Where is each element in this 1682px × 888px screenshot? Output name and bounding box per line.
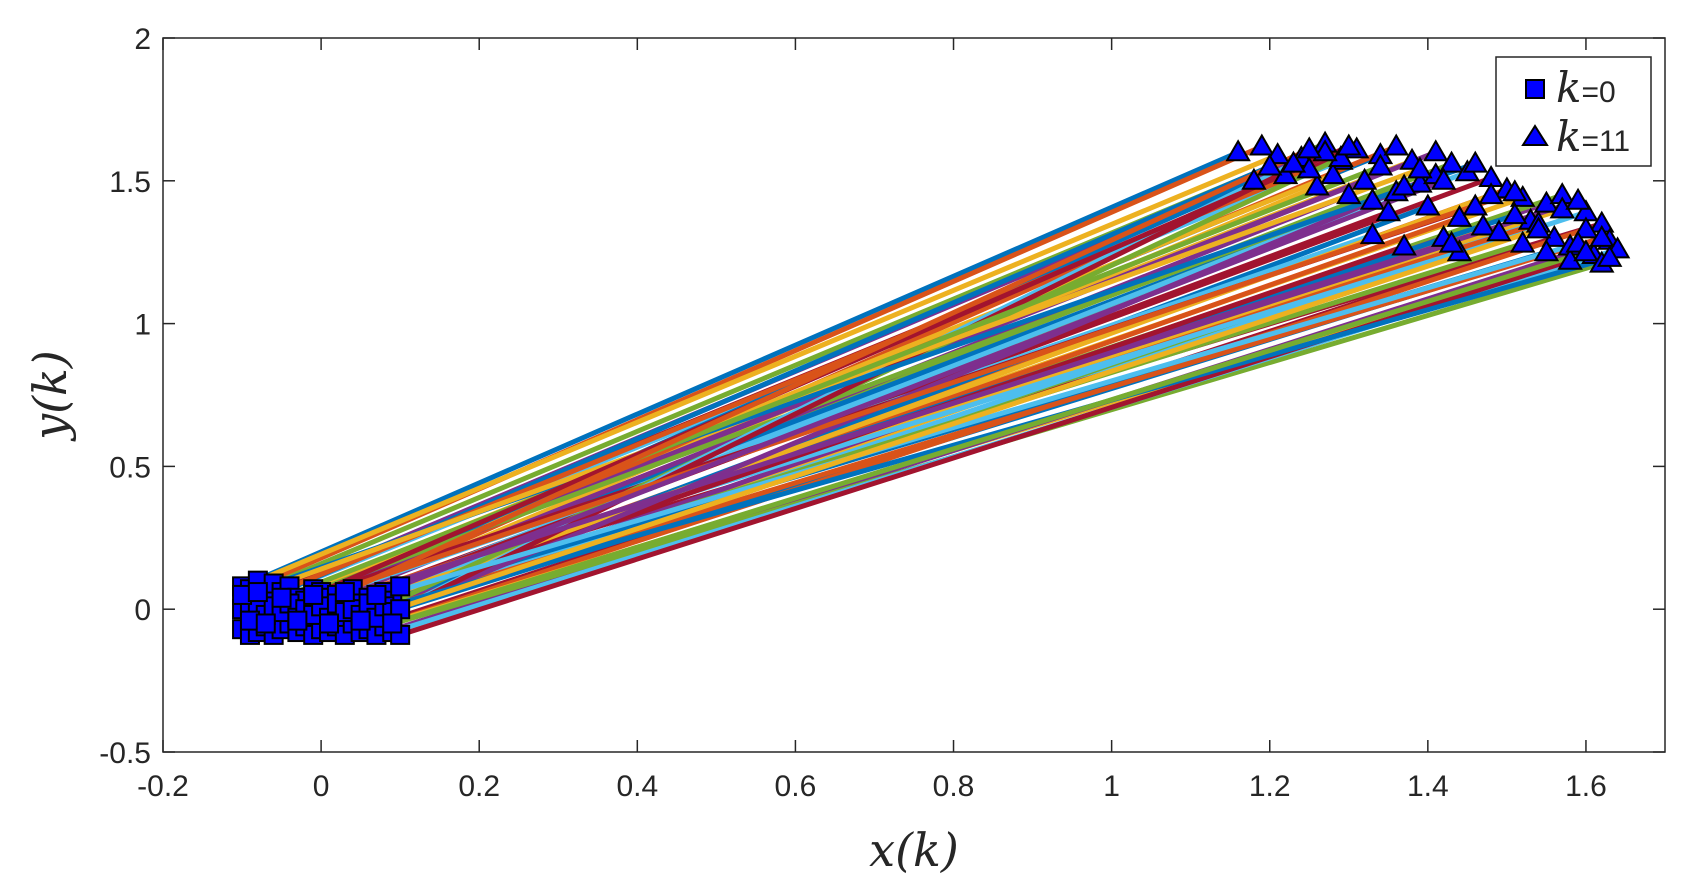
end-marker-k11	[1383, 133, 1409, 156]
x-tick-label: 0.6	[775, 770, 817, 803]
start-marker-k0	[303, 584, 324, 605]
trajectory-line	[247, 189, 1518, 624]
start-marker-k0	[390, 576, 411, 597]
end-marker-k11	[1359, 222, 1386, 245]
end-marker-k11	[1241, 167, 1267, 190]
end-marker-k11	[1573, 216, 1599, 239]
end-marker-k11	[1336, 182, 1362, 205]
end-marker-k11	[1320, 162, 1346, 185]
end-marker-k11	[1502, 202, 1528, 225]
legend-square-marker	[1525, 79, 1545, 99]
end-marker-k11	[1391, 173, 1417, 196]
x-tick-label: 1.4	[1407, 770, 1449, 803]
end-marker-k11	[1375, 199, 1402, 222]
start-marker-k0	[350, 610, 371, 631]
start-marker-k0	[271, 587, 292, 608]
y-axis-label: y(k)	[23, 350, 77, 442]
x-tick-label: 1.6	[1565, 770, 1607, 803]
end-marker-k11	[1430, 167, 1457, 190]
y-tick-label: 0	[134, 594, 151, 627]
trajectory-line	[294, 241, 1581, 624]
series-layer	[239, 141, 1621, 638]
x-tick-label: 0.2	[458, 770, 500, 803]
start-marker-k0	[287, 610, 308, 631]
end-marker-k11	[1596, 244, 1623, 267]
end-marker-k11	[1415, 193, 1441, 216]
end-marker-k11	[1533, 239, 1560, 262]
y-tick-label: 1.5	[109, 166, 151, 199]
end-marker-k11	[1438, 150, 1465, 173]
start-marker-k0	[382, 613, 403, 634]
legend-entry-k11: k=11	[1556, 112, 1630, 161]
legend: k=0 k=11	[1495, 56, 1652, 167]
end-marker-k11	[1589, 224, 1615, 247]
end-marker-k11	[1423, 139, 1449, 162]
y-tick-label: 0.5	[109, 451, 151, 484]
legend-box	[1495, 56, 1652, 167]
end-marker-k11	[1249, 133, 1275, 156]
end-markers	[1225, 130, 1631, 273]
start-marker-k0	[334, 582, 355, 603]
end-marker-k11	[1462, 193, 1489, 216]
x-tick-label: 1	[1103, 770, 1120, 803]
trajectory-line	[279, 164, 1383, 601]
legend-entry-k0: k=0	[1556, 63, 1616, 112]
end-marker-k11	[1565, 187, 1591, 210]
end-marker-k11	[1304, 173, 1330, 196]
end-marker-k11	[1478, 182, 1504, 205]
plot-frame	[162, 37, 1666, 753]
end-marker-k11	[1438, 230, 1465, 253]
y-tick-label: -0.5	[99, 737, 151, 770]
trajectory-line	[389, 249, 1589, 626]
end-marker-k11	[1225, 139, 1251, 162]
start-marker-k0	[366, 584, 387, 605]
y-tick-labels: -0.5 0 0.5 1 1.5 2	[99, 23, 151, 770]
legend-triangle-marker	[1521, 124, 1549, 146]
legend-entry-k11-rest: =11	[1581, 125, 1630, 158]
x-tick-labels: -0.2 0 0.2 0.4 0.6 0.8 1 1.2 1.4 1.6	[137, 770, 1607, 803]
start-marker-k0	[255, 613, 276, 634]
end-marker-k11	[1296, 136, 1322, 159]
legend-entry-k0-rest: =0	[1581, 76, 1615, 109]
trajectory-line	[239, 149, 1241, 589]
end-marker-k11	[1351, 167, 1378, 190]
start-marker-k0	[247, 582, 268, 603]
y-tick-label: 1	[134, 309, 151, 342]
x-tick-label: 0.4	[616, 770, 658, 803]
x-tick-label: 1.2	[1249, 770, 1291, 803]
end-marker-k11	[1525, 216, 1552, 239]
y-tick-label: 2	[134, 23, 151, 56]
end-marker-k11	[1573, 239, 1599, 262]
end-marker-k11	[1509, 230, 1536, 253]
end-marker-k11	[1462, 150, 1489, 173]
x-tick-label: -0.2	[137, 770, 189, 803]
trajectory-line	[342, 146, 1312, 595]
end-marker-k11	[1280, 150, 1307, 173]
end-marker-k11	[1257, 153, 1283, 176]
start-markers	[232, 570, 411, 645]
legend-entry-k11-var: k	[1556, 112, 1581, 161]
end-marker-k11	[1446, 204, 1473, 227]
trajectory-line	[255, 152, 1281, 584]
x-tick-label: 0	[313, 770, 330, 803]
end-marker-k11	[1407, 156, 1433, 179]
legend-entry-k0-var: k	[1556, 63, 1581, 112]
trajectory-line	[358, 226, 1542, 624]
x-axis-label: x(k)	[869, 823, 959, 877]
end-marker-k11	[1470, 213, 1496, 236]
end-marker-k11	[1336, 133, 1362, 156]
start-marker-k0	[319, 613, 340, 634]
end-marker-k11	[1367, 153, 1394, 176]
end-marker-k11	[1486, 219, 1512, 242]
end-marker-k11	[1359, 187, 1386, 210]
end-marker-k11	[1391, 233, 1417, 256]
end-marker-k11	[1502, 179, 1528, 202]
trajectory-line	[373, 178, 1447, 598]
x-tick-label: 0.8	[933, 770, 975, 803]
